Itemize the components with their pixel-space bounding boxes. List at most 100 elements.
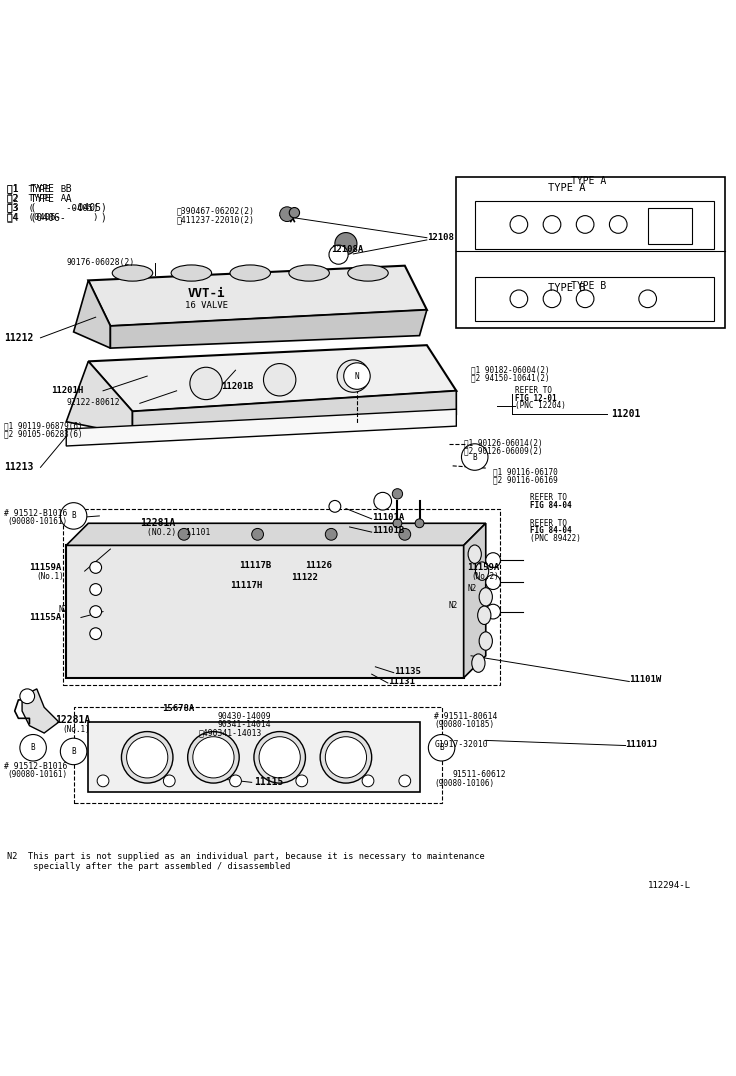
Circle shape [252,528,263,540]
Text: # 91512-B1016: # 91512-B1016 [4,762,67,770]
Ellipse shape [171,265,212,281]
Text: 11101J: 11101J [626,739,658,749]
Polygon shape [132,391,456,435]
Circle shape [486,605,500,619]
Circle shape [289,208,300,217]
Text: 11213: 11213 [4,463,33,472]
Circle shape [90,562,102,574]
Text: 11101A: 11101A [372,513,404,522]
Circle shape [325,528,337,540]
Text: 11101B: 11101B [372,526,404,535]
Circle shape [254,732,305,783]
Circle shape [90,627,102,639]
Circle shape [399,528,411,540]
Text: 12281A: 12281A [55,714,91,725]
Circle shape [296,775,308,787]
Text: ※3  (      -0405): ※3 ( -0405) [7,202,107,213]
Text: ※1 90116-06170: ※1 90116-06170 [493,467,558,477]
Text: ※390467-06202(2): ※390467-06202(2) [177,207,255,215]
Circle shape [193,737,234,778]
Text: 12281A: 12281A [140,519,175,528]
Circle shape [320,732,372,783]
Text: 11159A: 11159A [467,563,500,572]
Text: 16 VALVE: 16 VALVE [185,301,227,310]
Circle shape [428,735,455,761]
Text: N2: N2 [449,601,459,610]
Text: B: B [31,744,35,752]
Circle shape [399,775,411,787]
Bar [475,201,714,249]
Bar [475,277,714,321]
Circle shape [60,738,87,765]
Bar [63,509,500,685]
Text: (PNC 12204): (PNC 12204) [515,401,566,410]
Text: B: B [71,511,76,521]
Text: B: B [473,453,477,462]
Circle shape [127,737,168,778]
Circle shape [20,689,35,704]
Text: (90080-10106): (90080-10106) [434,779,495,789]
Circle shape [90,583,102,595]
Polygon shape [66,546,464,678]
Text: ※4  (0406-      ): ※4 (0406- ) [7,213,99,222]
Text: ※490341-14013: ※490341-14013 [199,728,262,737]
Circle shape [639,289,657,308]
Circle shape [188,732,239,783]
Text: 11201: 11201 [611,409,640,420]
Circle shape [486,575,500,590]
Polygon shape [88,345,456,411]
Circle shape [329,245,348,265]
Text: 11117H: 11117H [230,581,262,590]
Ellipse shape [479,587,492,606]
Text: ※3  (      -0405): ※3 ( -0405) [7,203,99,212]
Text: ※1 90182-06004(2): ※1 90182-06004(2) [471,365,550,374]
Ellipse shape [478,606,491,624]
Text: TYPE A: TYPE A [548,183,585,194]
Text: (90080-10161): (90080-10161) [7,770,68,779]
Text: 11201B: 11201B [221,382,253,391]
Text: REFER TO: REFER TO [530,519,567,528]
Text: 11126: 11126 [305,562,333,570]
Text: (PNC 89422): (PNC 89422) [530,534,581,542]
Circle shape [325,737,367,778]
Text: ※2 90126-06009(2): ※2 90126-06009(2) [464,447,542,455]
Text: TYPE A: TYPE A [571,176,606,186]
Circle shape [393,519,402,527]
Text: 12108A: 12108A [331,245,364,254]
Ellipse shape [289,265,330,281]
Text: TYPE B: TYPE B [548,283,585,293]
Text: G1917-32010: G1917-32010 [434,739,488,749]
Text: (No.1): (No.1) [37,571,65,581]
Text: 90430-14009: 90430-14009 [217,711,271,721]
Text: # 91512-B1016: # 91512-B1016 [4,509,67,519]
Text: TYPE B: TYPE B [571,281,606,291]
Text: ※4  (0406-      ): ※4 (0406- ) [7,212,107,222]
Text: ※411237-22010(2): ※411237-22010(2) [177,215,255,225]
Text: 11101W: 11101W [629,675,662,684]
Circle shape [263,364,296,396]
Polygon shape [88,722,420,792]
Circle shape [415,519,424,527]
Circle shape [90,606,102,618]
Circle shape [20,735,46,761]
Text: 11131: 11131 [389,677,416,686]
Text: REFER TO: REFER TO [530,493,567,502]
Text: ※1 90119-06879(6): ※1 90119-06879(6) [4,422,82,430]
Text: 90341-14014: 90341-14014 [217,721,271,730]
Bar [74,707,442,803]
Circle shape [543,215,561,233]
Text: REFER TO: REFER TO [515,386,552,395]
Circle shape [392,489,403,499]
Text: 91511-60612: 91511-60612 [453,770,506,779]
Polygon shape [66,523,486,546]
Circle shape [163,775,175,787]
Text: 112294-L: 112294-L [648,881,690,890]
Text: ※2  TYPE  A: ※2 TYPE A [7,194,66,202]
Ellipse shape [475,562,489,580]
Polygon shape [110,310,427,349]
Text: ※2 90116-06169: ※2 90116-06169 [493,476,558,484]
Text: B: B [439,744,444,752]
Circle shape [337,359,369,393]
Circle shape [178,528,190,540]
Circle shape [344,363,370,390]
